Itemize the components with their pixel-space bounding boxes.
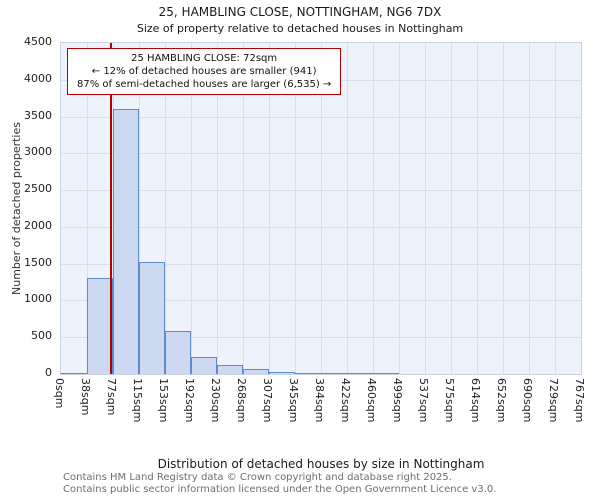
y-tick-label: 4000 <box>24 71 52 85</box>
grid-line-v <box>477 43 478 374</box>
annotation-line-1: 25 HAMBLING CLOSE: 72sqm <box>131 53 278 64</box>
x-tick-label: 115sqm <box>131 378 144 423</box>
chart-subtitle: Size of property relative to detached ho… <box>136 22 464 35</box>
grid-line-v <box>555 43 556 374</box>
annotation-box: 25 HAMBLING CLOSE: 72sqm ← 12% of detach… <box>67 48 342 95</box>
x-tick-label: 192sqm <box>183 378 196 423</box>
histogram-bar <box>217 364 243 374</box>
histogram-bar <box>87 278 113 374</box>
x-tick-label: 537sqm <box>417 378 430 423</box>
y-tick-label: 2500 <box>24 182 52 196</box>
grid-line-v <box>191 43 192 374</box>
histogram-bar <box>139 262 165 374</box>
y-tick-label: 3500 <box>24 108 52 122</box>
x-tick-label: 153sqm <box>157 378 170 423</box>
y-tick-label: 0 <box>45 366 52 379</box>
histogram-bar <box>295 372 321 374</box>
y-tick-label: 1000 <box>24 292 52 306</box>
grid-line-v <box>243 43 244 374</box>
x-tick-label: 422sqm <box>339 378 352 423</box>
histogram-bar <box>165 330 191 374</box>
x-tick-label: 268sqm <box>235 378 248 423</box>
grid-line-v <box>347 43 348 374</box>
chart-title: 25, HAMBLING CLOSE, NOTTINGHAM, NG6 7DX <box>158 5 442 19</box>
x-tick-label: 384sqm <box>313 378 326 423</box>
x-axis-title: Distribution of detached houses by size … <box>157 457 485 471</box>
x-tick-label: 77sqm <box>105 378 118 416</box>
histogram-bar <box>269 371 295 374</box>
grid-line-v <box>217 43 218 374</box>
grid-line-v <box>373 43 374 374</box>
x-tick-label: 0sqm <box>53 378 66 409</box>
annotation-line-2: ← 12% of detached houses are smaller (94… <box>91 66 317 77</box>
x-tick-label: 499sqm <box>391 378 404 423</box>
y-tick-label: 3000 <box>24 145 52 159</box>
y-tick-label: 2000 <box>24 218 52 232</box>
histogram-bar <box>243 368 269 374</box>
x-tick-label: 614sqm <box>469 378 482 423</box>
histogram-bar <box>347 373 373 374</box>
x-tick-label: 460sqm <box>365 378 378 423</box>
grid-line-v <box>139 43 140 374</box>
grid-line-v <box>451 43 452 374</box>
grid-line-v <box>425 43 426 374</box>
grid-line-v <box>529 43 530 374</box>
property-size-marker-line <box>109 43 112 374</box>
x-tick-label: 307sqm <box>261 378 274 423</box>
grid-line-v <box>321 43 322 374</box>
x-tick-label: 345sqm <box>287 378 300 423</box>
plot-area: 25 HAMBLING CLOSE: 72sqm ← 12% of detach… <box>60 42 582 375</box>
footer-line-2: Contains public sector information licen… <box>63 484 497 495</box>
grid-line-v <box>399 43 400 374</box>
x-tick-label: 767sqm <box>573 378 586 423</box>
histogram-bar <box>321 373 347 374</box>
x-tick-label: 575sqm <box>443 378 456 423</box>
grid-line-v <box>87 43 88 374</box>
x-tick-label: 38sqm <box>79 378 92 416</box>
histogram-bar <box>191 357 217 374</box>
histogram-bar <box>61 372 87 374</box>
grid-line-v <box>165 43 166 374</box>
x-tick-label: 690sqm <box>521 378 534 423</box>
annotation-line-3: 87% of semi-detached houses are larger (… <box>77 79 332 90</box>
y-tick-label: 4500 <box>24 35 52 48</box>
y-axis-title: Number of detached properties <box>10 122 23 295</box>
y-tick-label: 500 <box>31 329 52 343</box>
x-tick-label: 729sqm <box>547 378 560 423</box>
footer-line-1: Contains HM Land Registry data © Crown c… <box>63 472 452 483</box>
y-tick-label: 1500 <box>24 255 52 269</box>
histogram-bar <box>373 372 399 374</box>
histogram-bar <box>113 109 139 374</box>
x-tick-label: 652sqm <box>495 378 508 423</box>
grid-line-v <box>295 43 296 374</box>
grid-line-v <box>503 43 504 374</box>
grid-line-v <box>269 43 270 374</box>
x-tick-label: 230sqm <box>209 378 222 423</box>
